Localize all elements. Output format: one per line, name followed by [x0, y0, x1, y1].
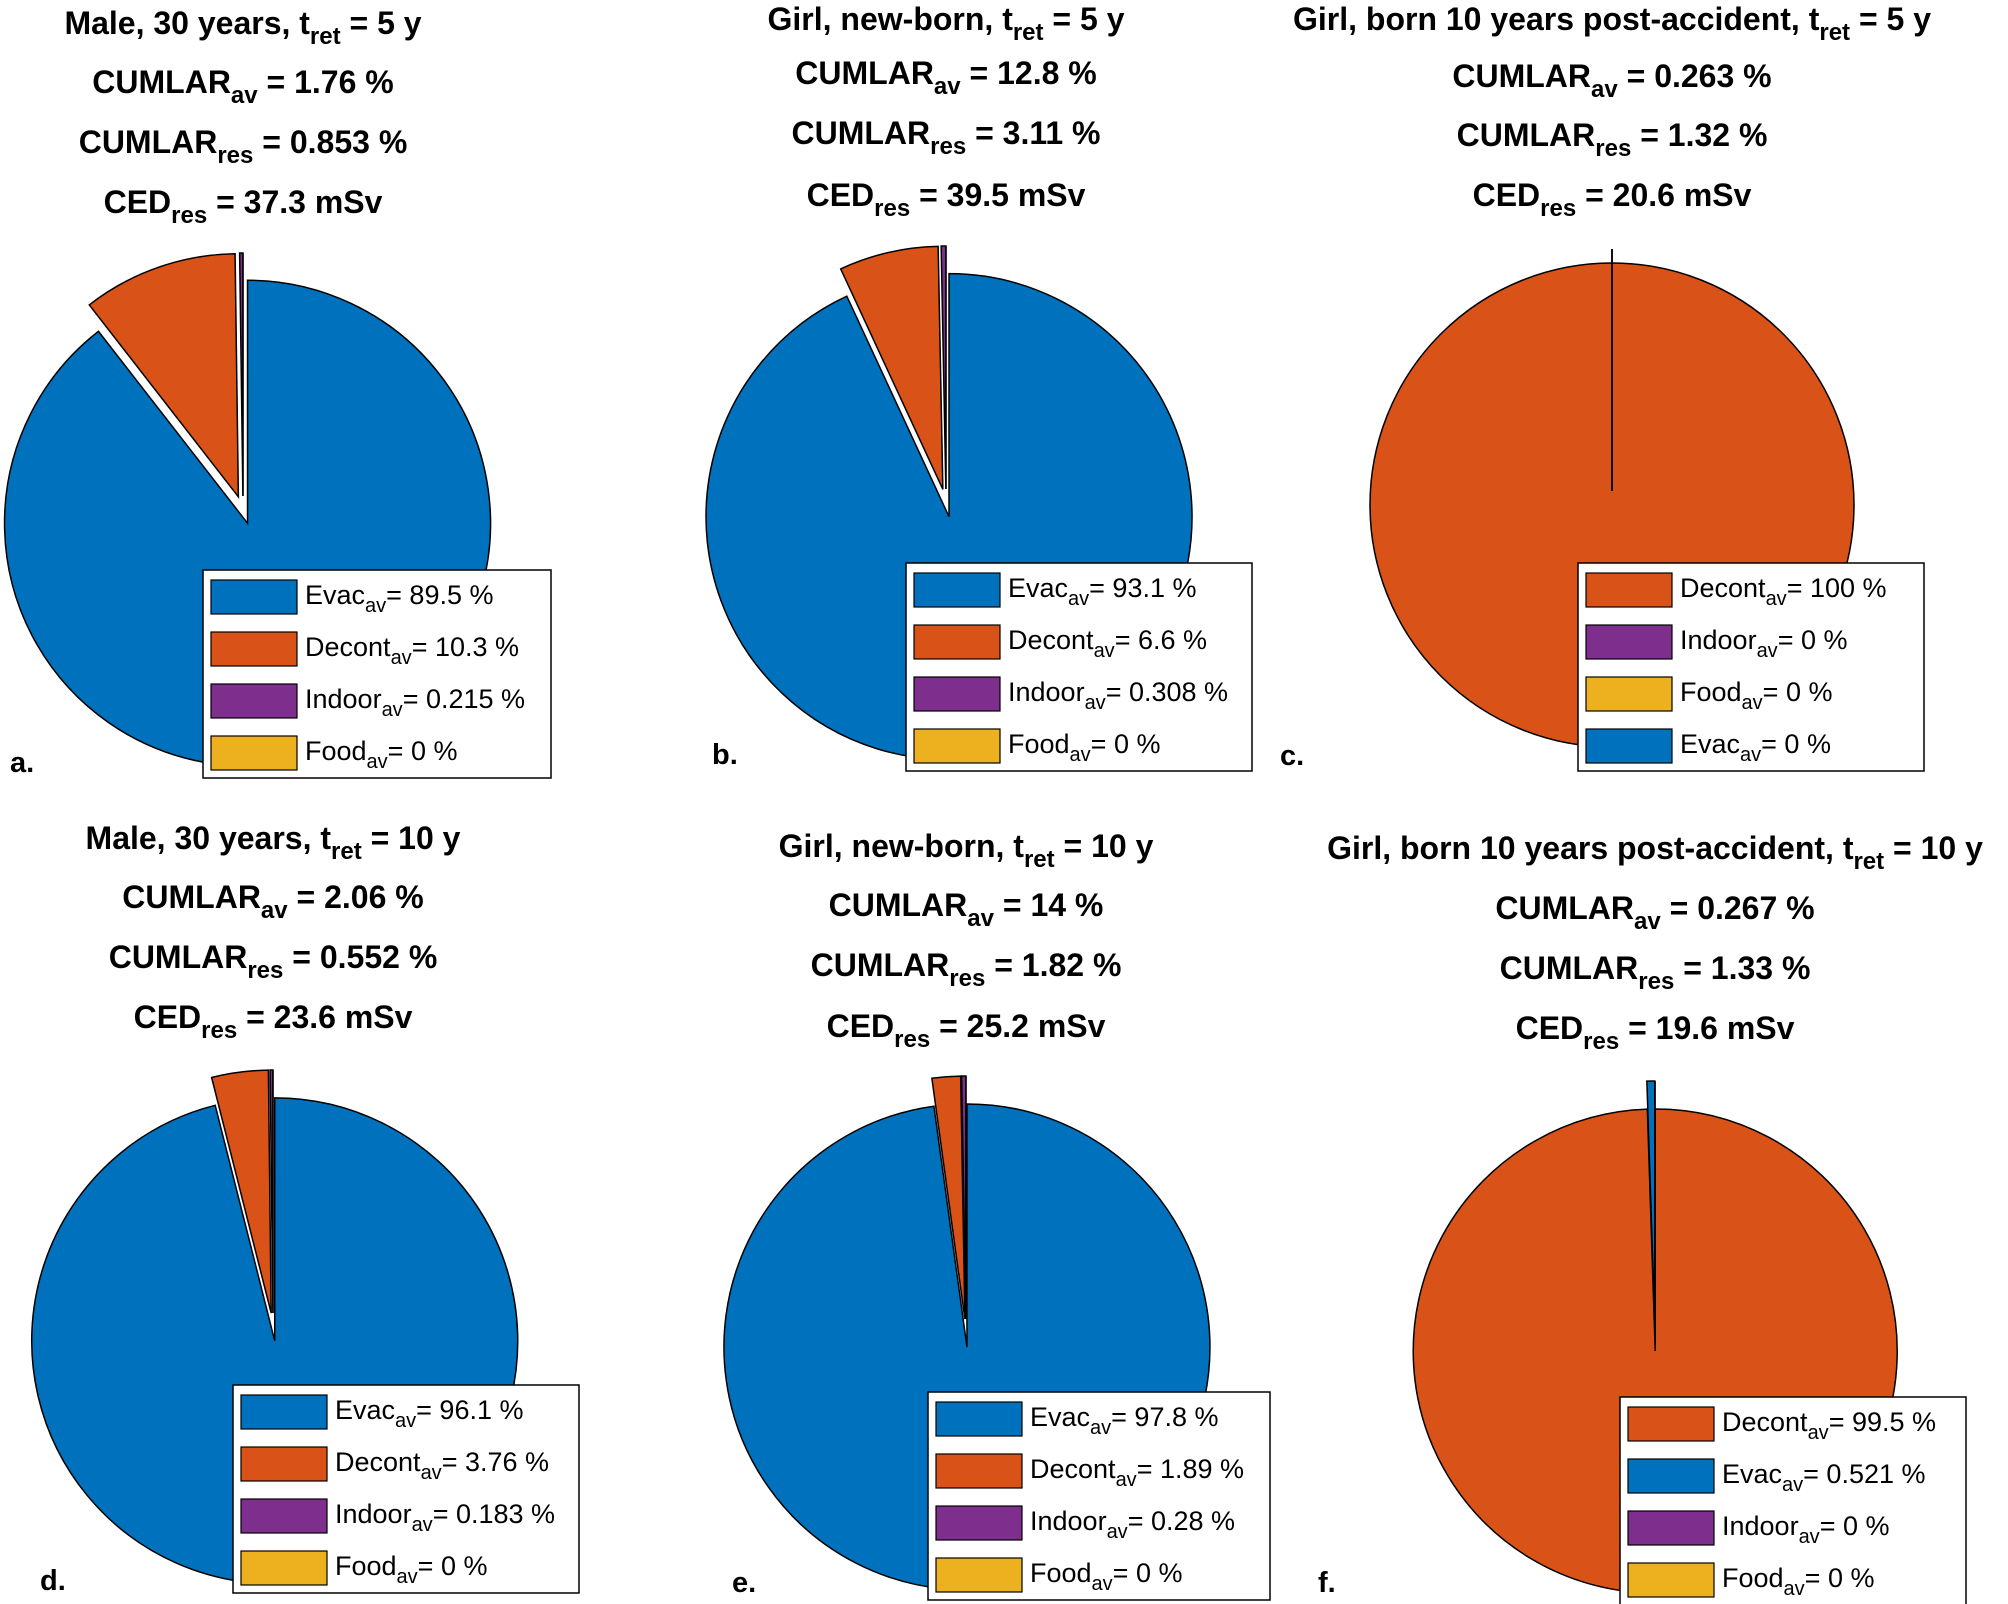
legend: Evacav= 89.5 % Decontav= 10.3 % Indoorav= …: [202, 569, 552, 779]
legend-swatch-food: [913, 728, 1001, 764]
legend-entry-decont: Decontav= 3.76 %: [335, 1447, 549, 1484]
legend-swatch-evac: [935, 1401, 1023, 1437]
panel-title-line-4: CEDres = 25.2 mSv: [827, 1008, 1106, 1053]
legend-entry-evac: Evacav= 93.1 %: [1008, 573, 1196, 610]
legend-swatch-decont: [240, 1446, 328, 1482]
legend-entry-food: Foodav= 0 %: [335, 1551, 487, 1588]
legend-entry-decont: Decontav= 10.3 %: [305, 632, 519, 669]
legend-swatch-evac: [240, 1394, 328, 1430]
legend-entry-indoor: Indoorav= 0.28 %: [1030, 1506, 1235, 1543]
legend-swatch-indoor: [913, 676, 1001, 712]
panel-title-line-1: Girl, new-born, tret = 10 y: [779, 828, 1154, 873]
legend-swatch-decont: [935, 1453, 1023, 1489]
legend-swatch-food: [240, 1550, 328, 1586]
panel-title-line-2: CUMLARav = 2.06 %: [122, 879, 423, 924]
panel-label: f.: [1318, 1567, 1336, 1599]
panel-title-line-1: Girl, born 10 years post-accident, tret …: [1293, 1, 1931, 46]
legend-entry-indoor: Indoorav= 0.215 %: [305, 684, 525, 721]
legend-swatch-evac: [1585, 728, 1673, 764]
legend-swatch-evac: [913, 572, 1001, 608]
panel-title-line-2: CUMLARav = 12.8 %: [795, 55, 1096, 100]
legend-entry-evac: Evacav= 97.8 %: [1030, 1402, 1218, 1439]
legend-entry-indoor: Indoorav= 0 %: [1722, 1511, 1889, 1548]
legend-swatch-indoor: [1585, 624, 1673, 660]
legend-entry-evac: Evacav= 0.521 %: [1722, 1459, 1926, 1496]
panel-title-line-1: Male, 30 years, tret = 5 y: [64, 5, 421, 50]
legend: Decontav= 99.5 % Evacav= 0.521 % Indoorav=…: [1619, 1396, 1967, 1604]
pie-panel-e: Girl, new-born, tret = 10 y CUMLARav = 14…: [723, 828, 1271, 1601]
legend-entry-indoor: Indoorav= 0 %: [1680, 625, 1847, 662]
legend-swatch-indoor: [1627, 1510, 1715, 1546]
legend-entry-evac: Evacav= 96.1 %: [335, 1395, 523, 1432]
legend-entry-food: Foodav= 0 %: [1030, 1558, 1182, 1595]
panel-title-line-4: CEDres = 23.6 mSv: [134, 999, 413, 1044]
legend-swatch-food: [1585, 676, 1673, 712]
legend-swatch-indoor: [240, 1498, 328, 1534]
panel-title-line-3: CUMLARres = 0.853 %: [79, 124, 408, 169]
panel-title-line-4: CEDres = 20.6 mSv: [1473, 177, 1752, 222]
legend-entry-evac: Evacav= 0 %: [1680, 729, 1831, 766]
legend-entry-decont: Decontav= 100 %: [1680, 573, 1887, 610]
panel-title-line-2: CUMLARav = 14 %: [829, 887, 1104, 932]
panel-title-line-3: CUMLARres = 3.11 %: [791, 115, 1100, 160]
panel-title-line-3: CUMLARres = 0.552 %: [109, 939, 438, 984]
legend-entry-decont: Decontav= 99.5 %: [1722, 1407, 1936, 1444]
panel-label: e.: [732, 1567, 756, 1599]
legend-entry-indoor: Indoorav= 0.308 %: [1008, 677, 1228, 714]
panel-title-line-3: CUMLARres = 1.33 %: [1500, 950, 1811, 995]
legend: Evacav= 93.1 % Decontav= 6.6 % Indoorav= 0…: [905, 562, 1253, 772]
pie-panel-a: Male, 30 years, tret = 5 y CUMLARav = 1.7…: [3, 5, 552, 779]
legend-entry-food: Foodav= 0 %: [305, 736, 457, 773]
panel-title-line-4: CEDres = 37.3 mSv: [104, 184, 383, 229]
panel-title-line-1: Girl, born 10 years post-accident, tret …: [1327, 830, 1983, 875]
legend-entry-food: Foodav= 0 %: [1722, 1563, 1874, 1600]
legend: Decontav= 100 % Indoorav= 0 % Foodav= 0 % E…: [1577, 562, 1925, 772]
legend-swatch-food: [935, 1557, 1023, 1593]
panel-title-line-4: CEDres = 39.5 mSv: [807, 177, 1086, 222]
panel-title-line-1: Male, 30 years, tret = 10 y: [86, 820, 461, 865]
panel-title-line-4: CEDres = 19.6 mSv: [1516, 1010, 1795, 1055]
legend-swatch-evac: [1627, 1458, 1715, 1494]
legend-swatch-decont: [1585, 572, 1673, 608]
panel-title-line-2: CUMLARav = 1.76 %: [92, 64, 393, 109]
legend-entry-food: Foodav= 0 %: [1008, 729, 1160, 766]
panel-title-line-2: CUMLARav = 0.267 %: [1495, 890, 1814, 935]
legend-swatch-food: [210, 735, 298, 771]
panel-label: c.: [1280, 740, 1304, 772]
legend-swatch-indoor: [935, 1505, 1023, 1541]
legend-entry-evac: Evacav= 89.5 %: [305, 580, 493, 617]
slice-decont: [88, 253, 240, 500]
legend-swatch-decont: [1627, 1406, 1715, 1442]
panel-label: a.: [10, 747, 34, 779]
slice-decont: [931, 1075, 966, 1320]
legend-swatch-evac: [210, 579, 298, 615]
slice-decont: [210, 1069, 272, 1314]
legend-entry-decont: Decontav= 6.6 %: [1008, 625, 1207, 662]
legend: Evacav= 96.1 % Decontav= 3.76 % Indoorav= …: [232, 1384, 580, 1594]
panel-title-line-3: CUMLARres = 1.82 %: [811, 947, 1122, 992]
slice-decont: [839, 245, 944, 490]
legend-entry-indoor: Indoorav= 0.183 %: [335, 1499, 555, 1536]
legend-swatch-food: [1627, 1562, 1715, 1598]
pie-panel-b: Girl, new-born, tret = 5 y CUMLARav = 12.…: [705, 1, 1253, 772]
pie-panel-f: Girl, born 10 years post-accident, tret …: [1318, 830, 1983, 1604]
panel-title-line-3: CUMLARres = 1.32 %: [1457, 117, 1768, 162]
legend-swatch-decont: [913, 624, 1001, 660]
panel-label: d.: [40, 1565, 66, 1597]
legend-swatch-decont: [210, 631, 298, 667]
legend-entry-decont: Decontav= 1.89 %: [1030, 1454, 1244, 1491]
legend-swatch-indoor: [210, 683, 298, 719]
panel-title-line-2: CUMLARav = 0.263 %: [1452, 58, 1771, 103]
panel-label: b.: [712, 739, 738, 771]
pie-panel-c: Girl, born 10 years post-accident, tret …: [1280, 1, 1931, 772]
legend: Evacav= 97.8 % Decontav= 1.89 % Indoorav= …: [927, 1391, 1271, 1601]
legend-entry-food: Foodav= 0 %: [1680, 677, 1832, 714]
pie-panel-d: Male, 30 years, tret = 10 y CUMLARav = 2.…: [31, 820, 580, 1597]
panel-title-line-1: Girl, new-born, tret = 5 y: [768, 1, 1125, 46]
